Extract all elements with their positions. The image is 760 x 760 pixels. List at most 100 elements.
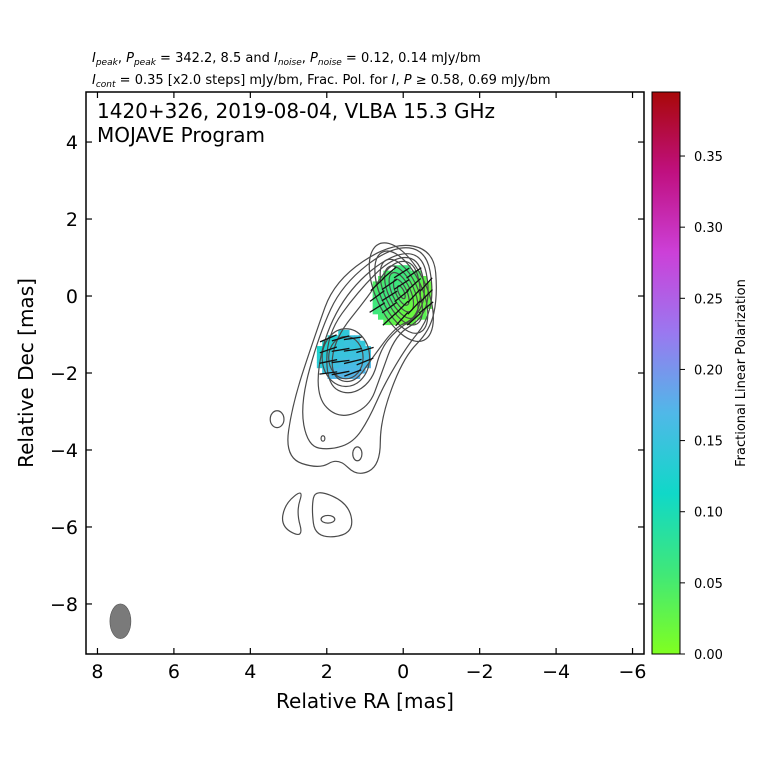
evpa-tick — [395, 311, 409, 327]
evpa-tick — [344, 369, 362, 377]
pol-pixel — [332, 351, 339, 358]
contour-line — [396, 285, 406, 300]
x-axis-ticks: 8 6 4 2 0 −2 −4 −6 — [91, 92, 647, 683]
beam — [109, 603, 132, 639]
pol-pixel — [332, 346, 339, 353]
pol-pixel — [338, 367, 345, 374]
pol-pixel — [372, 302, 379, 309]
evpa-tick — [381, 301, 398, 314]
pol-pixel — [348, 362, 355, 369]
evpa-tick — [319, 346, 338, 354]
evpa-tick — [406, 277, 422, 291]
pol-pixel — [343, 340, 350, 347]
pol-pixel — [399, 308, 406, 315]
pol-pixel — [354, 373, 361, 379]
y-tick-label: −2 — [50, 363, 78, 385]
contour-island — [269, 410, 285, 429]
y-tick-label: −4 — [50, 440, 78, 462]
pol-pixel — [322, 356, 329, 363]
colorbar-tick-label: 0.15 — [694, 435, 723, 450]
pol-pixel — [377, 308, 384, 315]
x-tick-label: −6 — [619, 661, 647, 683]
pol-pixel — [327, 367, 334, 374]
pol-pixel — [316, 351, 323, 358]
pol-pixel — [327, 362, 334, 369]
pol-pixel — [343, 356, 350, 363]
header-line-2: Icont = 0.35 [x2.0 steps] mJy/bm, Frac. … — [92, 73, 551, 90]
pol-pixel — [343, 362, 350, 369]
evpa-tick — [407, 288, 421, 304]
pol-pixel — [359, 367, 366, 374]
pol-pixel — [415, 270, 422, 277]
evpa-tick — [369, 302, 386, 313]
pol-pixel — [394, 281, 400, 288]
polarization-vectors — [319, 266, 434, 377]
y-tick-label: −8 — [50, 594, 78, 616]
x-tick-label: −2 — [466, 661, 494, 683]
y-axis-ticks: 4 2 0 −2 −4 −6 −8 — [50, 132, 644, 616]
y-tick-label: −6 — [50, 517, 78, 539]
pol-pixel — [394, 313, 400, 320]
evpa-tick — [343, 348, 362, 352]
pol-pixel — [354, 351, 361, 358]
evpa-tick — [394, 300, 409, 315]
pol-pixel — [394, 308, 400, 315]
contour-island — [281, 492, 302, 535]
colorbar-label: Fractional Linear Polarization — [734, 279, 749, 467]
evpa-tick — [343, 358, 362, 365]
colorbar-tick-label: 0.30 — [694, 221, 723, 236]
evpa-tick — [356, 346, 374, 354]
pol-pixel — [426, 281, 433, 288]
pol-pixel — [399, 265, 406, 272]
contour-line — [317, 253, 429, 416]
pol-pixel — [348, 356, 355, 363]
evpa-tick — [406, 312, 422, 326]
pol-pixel — [410, 319, 417, 326]
contour-line — [326, 256, 425, 394]
pol-pixel — [327, 356, 334, 363]
pol-pixel — [359, 340, 366, 347]
evpa-tick — [419, 277, 433, 292]
pol-pixel — [410, 292, 417, 299]
pol-pixel — [394, 302, 400, 309]
evpa-tick — [393, 279, 410, 290]
pol-pixel — [420, 275, 427, 282]
colorbar-tick-label: 0.00 — [694, 648, 723, 663]
pol-pixel — [338, 340, 345, 347]
pol-pixel — [377, 286, 384, 293]
evpa-tick — [407, 300, 421, 315]
pol-pixel — [338, 356, 345, 363]
contour-island — [311, 492, 353, 538]
pol-pixel — [322, 362, 329, 369]
pol-pixel — [348, 373, 355, 379]
pol-pixel — [343, 351, 350, 358]
pol-pixel — [410, 308, 417, 315]
pol-pixel — [399, 270, 406, 277]
pol-pixel — [388, 281, 395, 288]
evpa-tick — [356, 357, 374, 366]
evpa-tick — [406, 267, 422, 279]
pol-pixel — [404, 297, 411, 304]
contour-island — [352, 446, 363, 462]
pol-pixel — [343, 329, 350, 336]
evpa-tick — [382, 312, 397, 326]
evpa-tick — [393, 267, 410, 279]
x-tick-label: 0 — [397, 661, 409, 683]
pol-pixel — [338, 362, 345, 369]
pol-pixel — [410, 286, 417, 293]
contour-line — [379, 258, 424, 326]
pol-pixel — [332, 335, 339, 342]
pol-pixel — [377, 297, 384, 304]
x-tick-label: 6 — [168, 661, 180, 683]
pol-pixel — [377, 313, 384, 320]
pol-pixel — [338, 351, 345, 358]
pol-pixel — [348, 351, 355, 358]
colorbar-tick-label: 0.35 — [694, 150, 723, 165]
pol-pixel — [383, 302, 390, 309]
pol-pixel — [343, 367, 350, 374]
pol-pixel — [338, 346, 345, 353]
pol-pixel — [383, 270, 390, 277]
contour-line — [368, 242, 434, 343]
pol-pixel — [343, 373, 350, 379]
